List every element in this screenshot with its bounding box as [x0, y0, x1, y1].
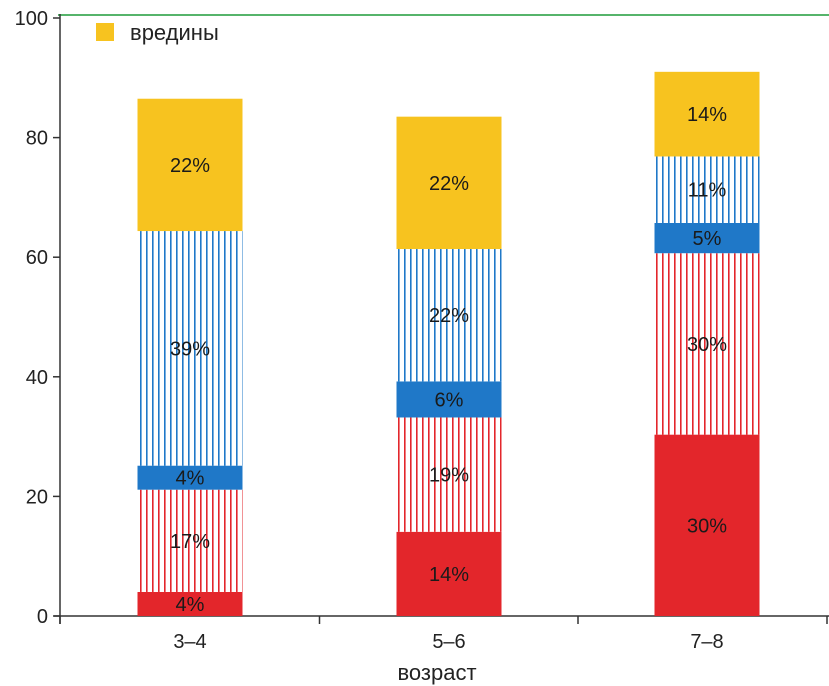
bar-segment-label: 22% — [429, 173, 469, 195]
legend: вредины — [96, 20, 219, 45]
x-axis-title: возраст — [397, 660, 476, 685]
bar-segment-label: 30% — [687, 515, 727, 537]
bar-segment-label: 22% — [429, 305, 469, 327]
legend-swatch-вредины — [96, 23, 114, 41]
bar-segment-label: 4% — [176, 594, 205, 616]
bar-segment — [137, 489, 243, 592]
bar-segment-label: 22% — [170, 155, 210, 177]
y-tick-label: 100 — [15, 8, 48, 30]
bar-segment — [396, 417, 502, 532]
bar-segment-label: 11% — [688, 180, 727, 202]
bar-segment-label: 5% — [693, 228, 722, 250]
bar-segment — [137, 98, 243, 232]
bar-segment — [396, 381, 502, 418]
y-tick-label: 60 — [26, 247, 48, 269]
x-tick-label: 3–4 — [173, 631, 206, 653]
bar-segment — [137, 591, 243, 616]
bar-segment — [137, 465, 243, 490]
legend-label: вредины — [130, 20, 219, 45]
x-tick-label: 7–8 — [690, 631, 723, 653]
bar-segment — [654, 434, 760, 616]
bar-segment-label: 17% — [170, 531, 210, 553]
bar-segment — [654, 156, 760, 223]
bar-segment-label: 19% — [429, 465, 469, 487]
bar-segment — [654, 222, 760, 254]
bar-segment — [137, 231, 243, 466]
bar-segment — [396, 249, 502, 382]
bars: 4% 17% 4% 39% 22% 14% 19% 6% 22% 22% 30% 30% 5% 11% 14… — [137, 71, 760, 616]
bar-segment-label: 6% — [435, 389, 464, 411]
y-tick-label: 40 — [26, 367, 48, 389]
bar-segment-label: 30% — [687, 334, 727, 356]
y-tick-label: 20 — [26, 486, 48, 508]
bar-segment — [396, 116, 502, 250]
bar-segment — [396, 531, 502, 616]
bar-segment-label: 14% — [429, 564, 469, 586]
y-tick-label: 80 — [26, 128, 48, 150]
bar-segment-label: 39% — [170, 338, 210, 360]
bar-segment-label: 4% — [176, 468, 205, 490]
bar-segment-label: 14% — [687, 104, 727, 126]
bar-segment — [654, 71, 760, 157]
bar-segment — [654, 253, 760, 435]
x-tick-label: 5–6 — [432, 631, 465, 653]
y-tick-label: 0 — [37, 606, 48, 628]
